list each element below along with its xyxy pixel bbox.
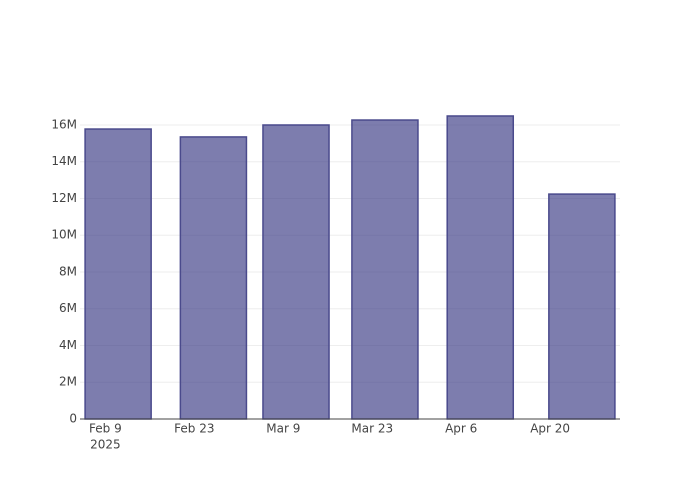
x-tick-label: Feb 9: [89, 422, 122, 436]
x-tick-label: Feb 23: [174, 422, 214, 436]
y-tick-label: 6M: [59, 301, 77, 315]
y-tick-label: 16M: [51, 117, 77, 131]
y-tick-label: 14M: [51, 154, 77, 168]
y-tick-label: 0: [69, 412, 77, 426]
bar: [351, 119, 419, 420]
bar: [179, 136, 248, 420]
bar: [262, 124, 330, 420]
y-tick-label: 4M: [59, 338, 77, 352]
x-tick-label: Mar 9: [266, 422, 300, 436]
y-tick-label: 8M: [59, 264, 77, 278]
x-tick-label: Mar 23: [351, 422, 393, 436]
x-tick-label: Apr 6: [445, 422, 477, 436]
bar: [84, 128, 152, 420]
y-tick-label: 12M: [51, 191, 77, 205]
y-tick-label: 10M: [51, 228, 77, 242]
bar: [446, 115, 515, 420]
y-tick-label: 2M: [59, 375, 77, 389]
x-tick-label: Apr 20: [530, 422, 570, 436]
x-tick-year: 2025: [90, 438, 121, 452]
bar: [548, 193, 616, 420]
